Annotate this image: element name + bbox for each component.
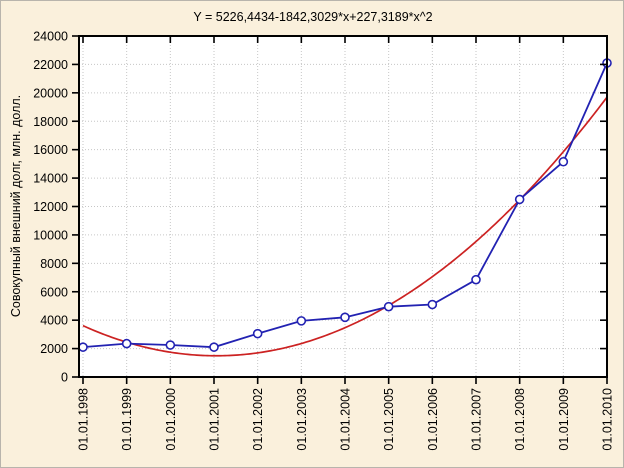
y-tick-label: 14000	[33, 172, 68, 186]
x-tick-label: 01.01.2001	[208, 388, 222, 451]
y-tick-label: 6000	[40, 285, 68, 299]
data-point-marker	[165, 340, 176, 350]
data-point-marker	[427, 299, 438, 310]
x-tick-label: 01.01.2002	[251, 388, 265, 451]
x-tick-label: 01.01.2000	[164, 388, 178, 451]
data-point-marker	[252, 328, 263, 339]
y-tick-label: 12000	[33, 200, 68, 214]
data-point-marker	[340, 312, 350, 323]
y-tick-label: 22000	[33, 58, 68, 72]
y-tick-label: 0	[61, 371, 68, 385]
data-point-marker	[514, 194, 525, 205]
y-tick-label: 18000	[33, 115, 68, 129]
data-point-marker	[78, 342, 88, 352]
data-point-marker	[121, 338, 132, 349]
x-tick-label: 01.01.1999	[120, 388, 134, 451]
x-tick-label: 01.01.2005	[382, 388, 396, 451]
data-point-marker	[383, 301, 394, 312]
chart-equation-title: Y = 5226,4434-1842,3029*x+227,3189*x^2	[193, 10, 433, 24]
x-tick-label: 01.01.2006	[426, 388, 440, 451]
x-tick-label: 01.01.2008	[513, 388, 527, 451]
x-tick-label: 01.01.1998	[77, 388, 91, 451]
data-point-marker	[471, 274, 481, 285]
y-tick-label: 24000	[33, 30, 68, 44]
y-tick-label: 2000	[40, 342, 68, 356]
y-tick-label: 16000	[33, 143, 68, 157]
data-point-marker	[296, 316, 307, 326]
x-tick-label: 01.01.2004	[339, 388, 353, 451]
x-tick-label: 01.01.2010	[601, 388, 615, 451]
x-tick-label: 01.01.2009	[557, 388, 571, 451]
y-tick-label: 10000	[33, 228, 68, 242]
y-tick-label: 4000	[40, 314, 68, 328]
x-tick-label: 01.01.2007	[470, 388, 484, 451]
data-point-marker	[209, 342, 219, 352]
y-tick-label: 8000	[40, 257, 68, 271]
x-tick-label: 01.01.2003	[295, 388, 309, 451]
data-point-marker	[558, 156, 569, 167]
y-tick-label: 20000	[33, 86, 68, 100]
